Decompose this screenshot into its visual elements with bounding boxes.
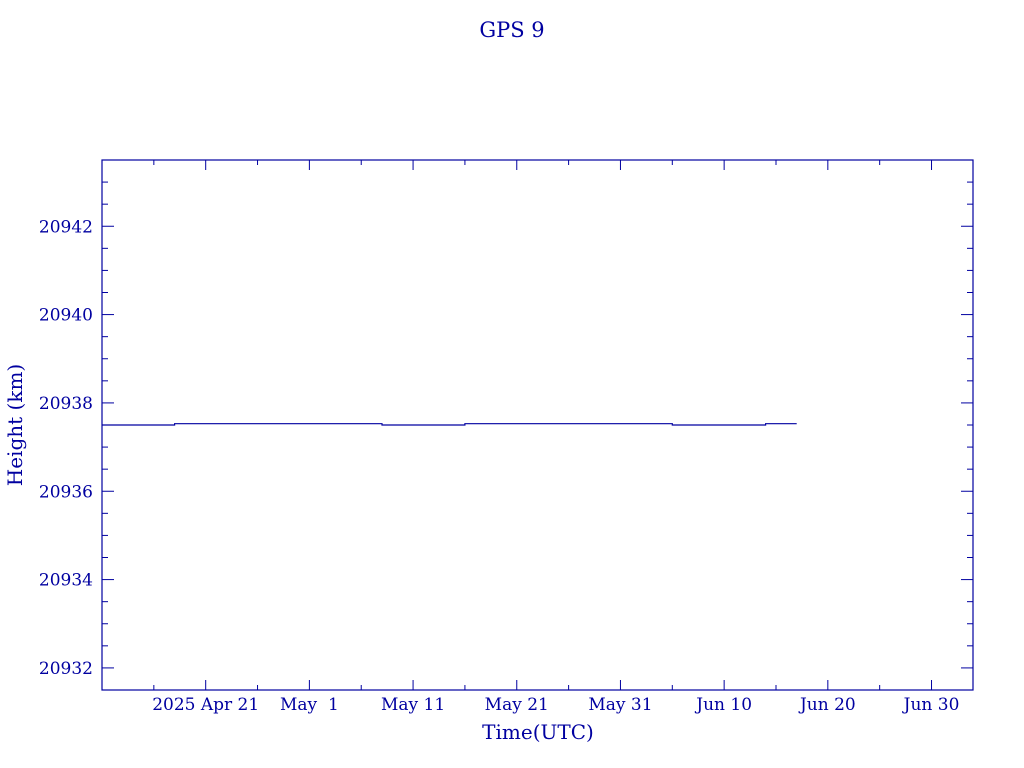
y-tick-label: 20942 xyxy=(39,217,93,237)
y-tick-label: 20938 xyxy=(39,394,93,414)
x-axis-label: Time(UTC) xyxy=(482,720,594,744)
axis-ticks xyxy=(102,159,973,691)
x-tick-label: Jun 20 xyxy=(798,695,856,715)
x-tick-label: May 11 xyxy=(381,695,445,715)
y-tick-labels: 20932 20934 20936 20938 20940 20942 xyxy=(39,217,93,679)
x-tick-label: May 21 xyxy=(485,695,549,715)
y-tick-label: 20934 xyxy=(39,571,93,591)
y-tick-label: 20932 xyxy=(39,659,93,679)
x-tick-label: Jun 30 xyxy=(902,695,960,715)
y-tick-label: 20940 xyxy=(39,306,93,326)
x-tick-label: May 1 xyxy=(280,695,339,715)
plot-frame xyxy=(101,159,974,691)
y-tick-label: 20936 xyxy=(39,482,93,502)
x-tick-label: Jun 10 xyxy=(694,695,752,715)
x-tick-label: May 31 xyxy=(588,695,652,715)
height-series-line xyxy=(102,423,797,426)
chart-title: GPS 9 xyxy=(479,18,544,42)
x-tick-labels: 2025 Apr 21 May 1 May 11 May 21 May 31 Jun 10… xyxy=(152,695,959,715)
series-group xyxy=(102,423,797,426)
x-tick-label: 2025 Apr 21 xyxy=(152,695,259,715)
y-axis-label: Height (km) xyxy=(3,364,27,486)
